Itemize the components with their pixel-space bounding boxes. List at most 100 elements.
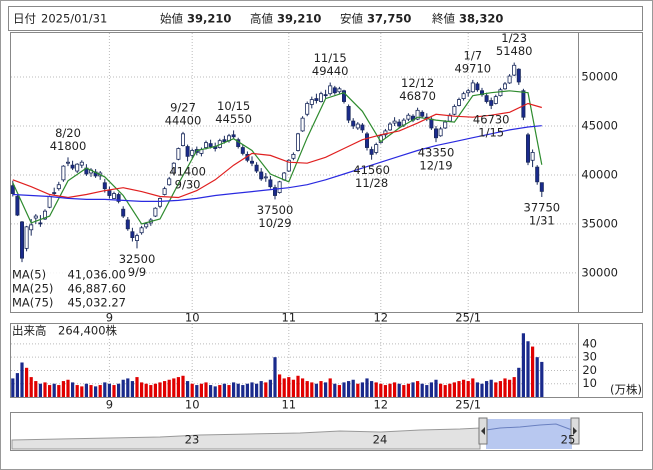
candle-body (526, 134, 531, 163)
navigator-label: 25 (561, 433, 576, 447)
volume-bar (250, 382, 254, 397)
y-tick-label: 40000 (581, 167, 618, 181)
y-tick-label: 30000 (581, 265, 618, 279)
candle-body (332, 87, 337, 94)
candle-body (38, 222, 43, 225)
candle-body (314, 98, 319, 101)
header-item-name: 始値 (160, 12, 183, 26)
annotation-date: 1/7 (464, 48, 483, 62)
annotation-price: 32500 (119, 252, 156, 266)
volume-bar (232, 382, 236, 397)
annotation-price: 37750 (524, 200, 561, 214)
candle-body (203, 142, 208, 148)
handle-arrow (573, 427, 577, 435)
volume-bar (84, 383, 88, 397)
volume-bar (498, 381, 502, 397)
annotation-date: 1/31 (529, 213, 555, 227)
volume-bar (448, 383, 452, 397)
candle-body (318, 93, 323, 102)
volume-bar (112, 385, 116, 397)
volume-bar (121, 379, 125, 397)
volume-bar (190, 383, 194, 397)
volume-bar (287, 377, 291, 397)
volume-bar (319, 381, 323, 397)
volume-bar (301, 378, 305, 397)
annotation-price: 51480 (496, 44, 533, 58)
volume-bar (75, 385, 79, 397)
annotation-price: 44400 (165, 113, 202, 127)
x-tick-label: 12 (373, 398, 388, 412)
candle-body (429, 118, 434, 129)
volume-bar (218, 385, 222, 397)
candle-body (415, 109, 420, 120)
annotation-price: 49710 (455, 61, 492, 75)
candle-body (116, 194, 121, 202)
volume-bar (494, 382, 498, 397)
volume-bar (531, 346, 535, 397)
date: 2025/01/31 (41, 12, 107, 26)
volume-bar (466, 381, 470, 397)
candle-body (323, 94, 328, 97)
volume-bar (34, 381, 38, 397)
candle-body (438, 128, 443, 137)
volume-bar (305, 381, 309, 397)
candle-body (498, 89, 503, 97)
volume-bar (103, 382, 107, 397)
candle-body (433, 128, 438, 139)
volume-bar (15, 373, 19, 397)
annotation-date: 12/19 (419, 159, 452, 173)
volume-bar (406, 383, 410, 397)
legend-box (11, 267, 127, 311)
volume-bar (209, 385, 213, 397)
volume-bar (383, 385, 387, 397)
volume-bar (411, 382, 415, 397)
annotation-price: 46730 (473, 113, 510, 127)
volume-bar (61, 381, 65, 397)
header-item-name: 高値 (250, 12, 273, 26)
x-tick-label: 10 (185, 398, 200, 412)
volume-bar (48, 385, 52, 397)
ma-line (12, 102, 542, 199)
candle-body (171, 162, 176, 174)
legend-value: 41,036.00 (67, 268, 126, 282)
candle-body (125, 219, 130, 230)
candle-body (277, 181, 282, 193)
volume-bar (98, 385, 102, 397)
volume-bar (393, 382, 397, 397)
volume-bar (291, 379, 295, 397)
candle-body (231, 134, 236, 138)
volume-bar (176, 377, 180, 397)
header-item-name: 安値 (340, 12, 363, 26)
volume-bar (347, 381, 351, 397)
candle-body (420, 111, 425, 117)
candle-body (107, 190, 112, 196)
volume-title: 出来高 (12, 324, 47, 338)
annotation-date: 9/9 (128, 265, 147, 279)
annotation-date: 10/15 (217, 99, 250, 113)
volume-bar (186, 381, 190, 397)
volume-bar (66, 379, 70, 397)
volume-bar (259, 381, 263, 397)
candle-body (144, 223, 149, 228)
y-tick-label: 50000 (581, 70, 618, 84)
volume-bar (328, 378, 332, 397)
volume-bar (365, 378, 369, 397)
volume-tick-label: 20 (582, 363, 597, 377)
candle-body (240, 147, 245, 154)
volume-tick-label: 10 (582, 376, 597, 390)
volume-bar (379, 383, 383, 397)
candle-body (443, 121, 448, 129)
volume-bar (397, 383, 401, 397)
candle-body (493, 96, 498, 104)
volume-bar (38, 383, 42, 397)
volume-bar (457, 381, 461, 397)
candle-body (222, 139, 227, 143)
volume-bar (195, 385, 199, 397)
volume-bar (57, 385, 61, 397)
navigator-label: 24 (373, 433, 388, 447)
navigator-selection[interactable] (486, 419, 572, 449)
volume-tick-label: 40 (582, 336, 597, 350)
candle-body (75, 163, 80, 172)
volume-bar (356, 383, 360, 397)
volume-bar (351, 379, 355, 397)
